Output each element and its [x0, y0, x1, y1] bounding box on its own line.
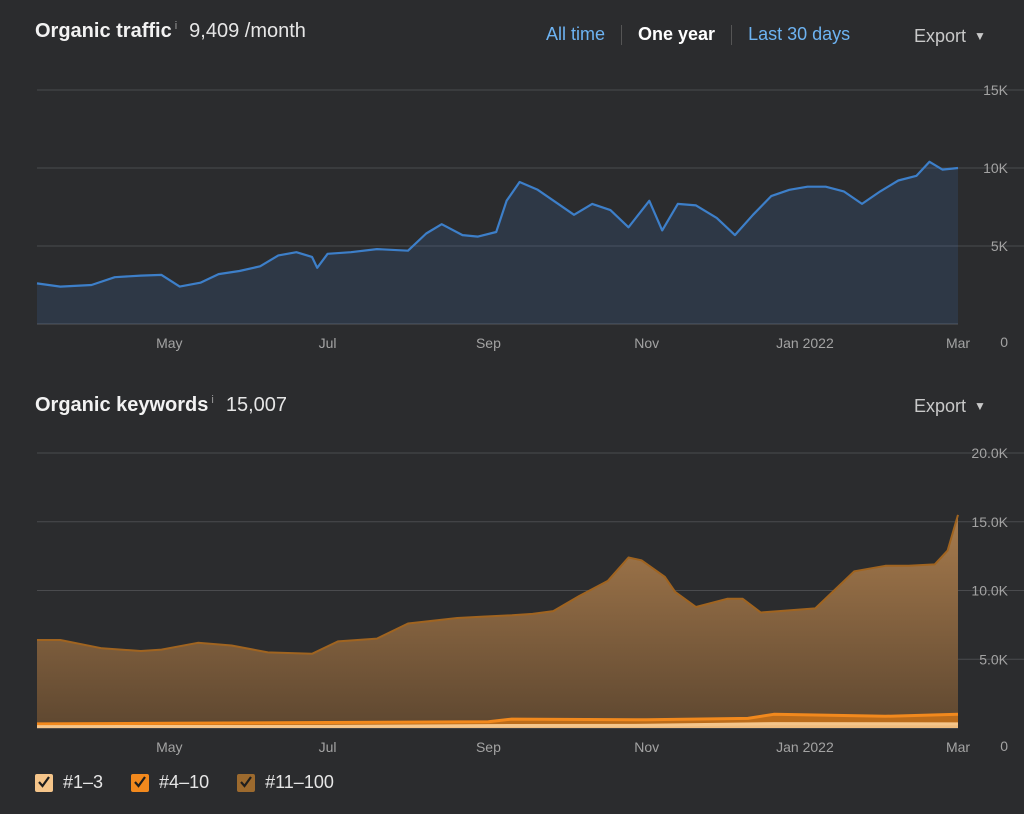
keywords-legend: #1–3 #4–10 #11–100 [35, 772, 362, 793]
checkbox-icon[interactable] [35, 773, 53, 792]
y-tick-label: 5K [991, 238, 1009, 254]
range-selector: All time One year Last 30 days [546, 24, 850, 45]
x-tick-label: Jan 2022 [776, 335, 834, 351]
legend-label: #4–10 [159, 772, 210, 792]
y-tick-label: 10K [983, 160, 1009, 176]
traffic-value: 9,409 /month [189, 20, 306, 42]
x-tick-label: Sep [476, 335, 501, 351]
keywords-info-icon[interactable]: i [211, 394, 214, 406]
keywords-11-100-area [37, 514, 958, 728]
traffic-line [36, 160, 959, 288]
traffic-title: Organic traffic [35, 20, 172, 42]
traffic-info-icon[interactable]: i [174, 20, 178, 32]
keywords-title: Organic keywords [35, 394, 209, 416]
x-tick-label: Jul [319, 335, 337, 351]
traffic-export-button[interactable]: Export ▼ [914, 26, 986, 47]
x-tick-label: Mar [946, 335, 970, 351]
traffic-area [37, 161, 958, 324]
y-tick-label: 15.0K [971, 514, 1008, 530]
x-tick-label: Jul [319, 739, 337, 755]
keywords-chart: 20.0K 15.0K 10.0K 5.0K 0 May Jul Sep Nov Jan 2022… [36, 445, 1024, 755]
legend-item-top10[interactable]: #4–10 [131, 772, 209, 793]
keywords-export-label: Export [914, 396, 967, 416]
range-last-30-days[interactable]: Last 30 days [748, 24, 851, 44]
checkbox-icon[interactable] [131, 773, 150, 792]
x-tick-label: Nov [634, 335, 659, 351]
legend-item-top3[interactable]: #1–3 [35, 772, 103, 793]
range-one-year[interactable]: One year [638, 24, 716, 44]
caret-down-icon: ▼ [974, 29, 986, 43]
range-all-time[interactable]: All time [546, 24, 606, 44]
keywords-header: Organic keywords i 15,007 [35, 394, 287, 417]
keywords-1-3-line [36, 722, 959, 729]
keywords-export-button[interactable]: Export ▼ [914, 396, 986, 417]
legend-label: #11–100 [265, 772, 334, 792]
traffic-export-label: Export [914, 26, 967, 46]
keywords-4-10-line [36, 712, 959, 726]
traffic-header: Organic traffic i 9,409 /month [35, 20, 306, 43]
x-tick-label: May [156, 739, 182, 755]
y-tick-label: 0 [1000, 334, 1008, 350]
range-divider [621, 24, 623, 45]
x-tick-label: Jan 2022 [776, 739, 834, 755]
x-tick-label: Mar [946, 739, 970, 755]
range-divider [731, 24, 733, 45]
x-tick-label: May [156, 335, 182, 351]
legend-label: #1–3 [63, 772, 104, 792]
caret-down-icon: ▼ [974, 399, 986, 413]
keywords-value: 15,007 [225, 394, 288, 416]
y-tick-label: 0 [1000, 738, 1008, 754]
y-tick-label: 15K [983, 82, 1009, 98]
checkbox-icon[interactable] [237, 773, 256, 792]
y-tick-label: 10.0K [971, 583, 1008, 599]
x-tick-label: Nov [634, 739, 659, 755]
y-tick-label: 20.0K [971, 445, 1008, 461]
legend-item-top100[interactable]: #11–100 [237, 772, 334, 793]
keywords-11-100-line [37, 514, 959, 655]
x-tick-label: Sep [476, 739, 501, 755]
traffic-chart: 15K 10K 5K 0 May Jul Sep Nov Jan 2022 Mar [36, 82, 1024, 351]
y-tick-label: 5.0K [979, 651, 1008, 667]
